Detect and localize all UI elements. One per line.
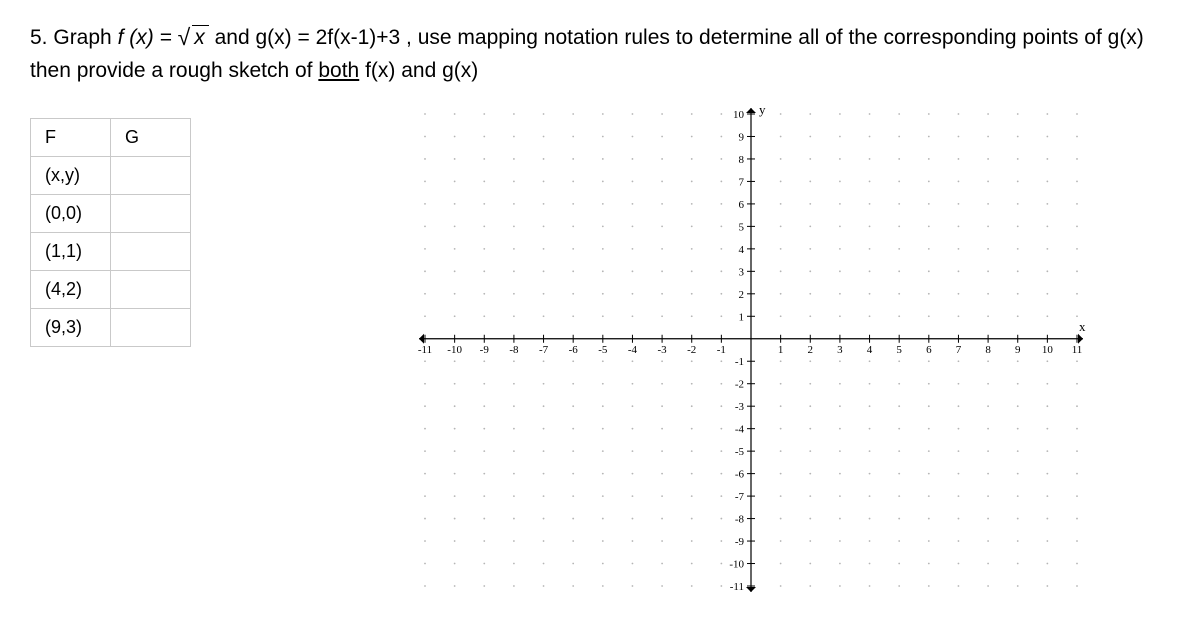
svg-text:-8: -8 <box>509 344 519 356</box>
svg-text:8: 8 <box>985 344 991 356</box>
text-tail: f(x) and g(x) <box>365 59 478 82</box>
cell <box>111 271 191 309</box>
text-pre: Graph <box>53 26 117 49</box>
table-header-row: F G <box>31 119 191 157</box>
col-header-G: G <box>111 119 191 157</box>
svg-text:5: 5 <box>739 221 745 233</box>
svg-text:3: 3 <box>739 266 745 278</box>
table-row: (0,0) <box>31 195 191 233</box>
table-row: (x,y) <box>31 157 191 195</box>
fx-lhs: f (x) = <box>118 26 178 49</box>
cell <box>111 233 191 271</box>
cell <box>111 195 191 233</box>
problem-statement: 5. Graph f (x) = √x and g(x) = 2f(x-1)+3… <box>30 20 1170 86</box>
cell <box>111 157 191 195</box>
cell: (1,1) <box>31 233 111 271</box>
svg-text:2: 2 <box>808 344 814 356</box>
svg-text:-3: -3 <box>735 401 745 413</box>
svg-text:9: 9 <box>1015 344 1021 356</box>
svg-text:x: x <box>1079 319 1086 334</box>
svg-text:-4: -4 <box>628 344 638 356</box>
svg-text:1: 1 <box>778 344 784 356</box>
svg-text:-7: -7 <box>735 491 745 503</box>
svg-text:7: 7 <box>739 176 745 188</box>
svg-text:3: 3 <box>837 344 843 356</box>
radical-icon: √ <box>178 24 191 50</box>
svg-text:-7: -7 <box>539 344 549 356</box>
svg-text:10: 10 <box>1042 344 1054 356</box>
cell: (0,0) <box>31 195 111 233</box>
svg-text:-11: -11 <box>730 581 744 593</box>
problem-number: 5. <box>30 26 48 49</box>
table-row: (1,1) <box>31 233 191 271</box>
svg-text:6: 6 <box>926 344 932 356</box>
both-underlined: both <box>318 59 359 82</box>
svg-text:-10: -10 <box>729 559 744 571</box>
svg-text:-3: -3 <box>658 344 668 356</box>
svg-text:11: 11 <box>1072 344 1083 356</box>
svg-text:-5: -5 <box>598 344 608 356</box>
svg-text:-11: -11 <box>418 344 432 356</box>
svg-text:-9: -9 <box>735 536 745 548</box>
svg-text:1: 1 <box>739 311 745 323</box>
cell: (x,y) <box>31 157 111 195</box>
cell <box>111 309 191 347</box>
cell: (9,3) <box>31 309 111 347</box>
svg-text:-4: -4 <box>735 424 745 436</box>
svg-text:-10: -10 <box>447 344 462 356</box>
radicand: x <box>192 25 209 49</box>
col-header-F: F <box>31 119 111 157</box>
svg-text:2: 2 <box>739 289 745 301</box>
sqrt-expression: x <box>190 22 209 54</box>
svg-text:-2: -2 <box>687 344 696 356</box>
svg-text:y: y <box>759 102 766 117</box>
svg-text:-8: -8 <box>735 514 745 526</box>
svg-text:-2: -2 <box>735 379 744 391</box>
content-row: F G (x,y) (0,0) (1,1) (4,2) (9,3) -11-10… <box>30 110 1170 605</box>
svg-text:5: 5 <box>896 344 902 356</box>
mapping-table: F G (x,y) (0,0) (1,1) (4,2) (9,3) <box>30 118 191 347</box>
svg-text:-1: -1 <box>735 356 744 368</box>
coordinate-grid: -11-10-9-8-7-6-5-4-3-2-11234567891011-11… <box>411 100 1091 605</box>
svg-text:4: 4 <box>867 344 873 356</box>
svg-text:-6: -6 <box>735 469 745 481</box>
svg-text:7: 7 <box>956 344 962 356</box>
svg-text:-6: -6 <box>569 344 579 356</box>
table-row: (4,2) <box>31 271 191 309</box>
table-row: (9,3) <box>31 309 191 347</box>
svg-text:10: 10 <box>733 109 745 121</box>
svg-text:-5: -5 <box>735 446 745 458</box>
svg-text:9: 9 <box>739 131 745 143</box>
cell: (4,2) <box>31 271 111 309</box>
svg-text:6: 6 <box>739 199 745 211</box>
svg-text:-1: -1 <box>717 344 726 356</box>
svg-text:4: 4 <box>739 244 745 256</box>
svg-text:-9: -9 <box>480 344 490 356</box>
svg-text:8: 8 <box>739 154 745 166</box>
grid-svg: -11-10-9-8-7-6-5-4-3-2-11234567891011-11… <box>411 100 1091 600</box>
